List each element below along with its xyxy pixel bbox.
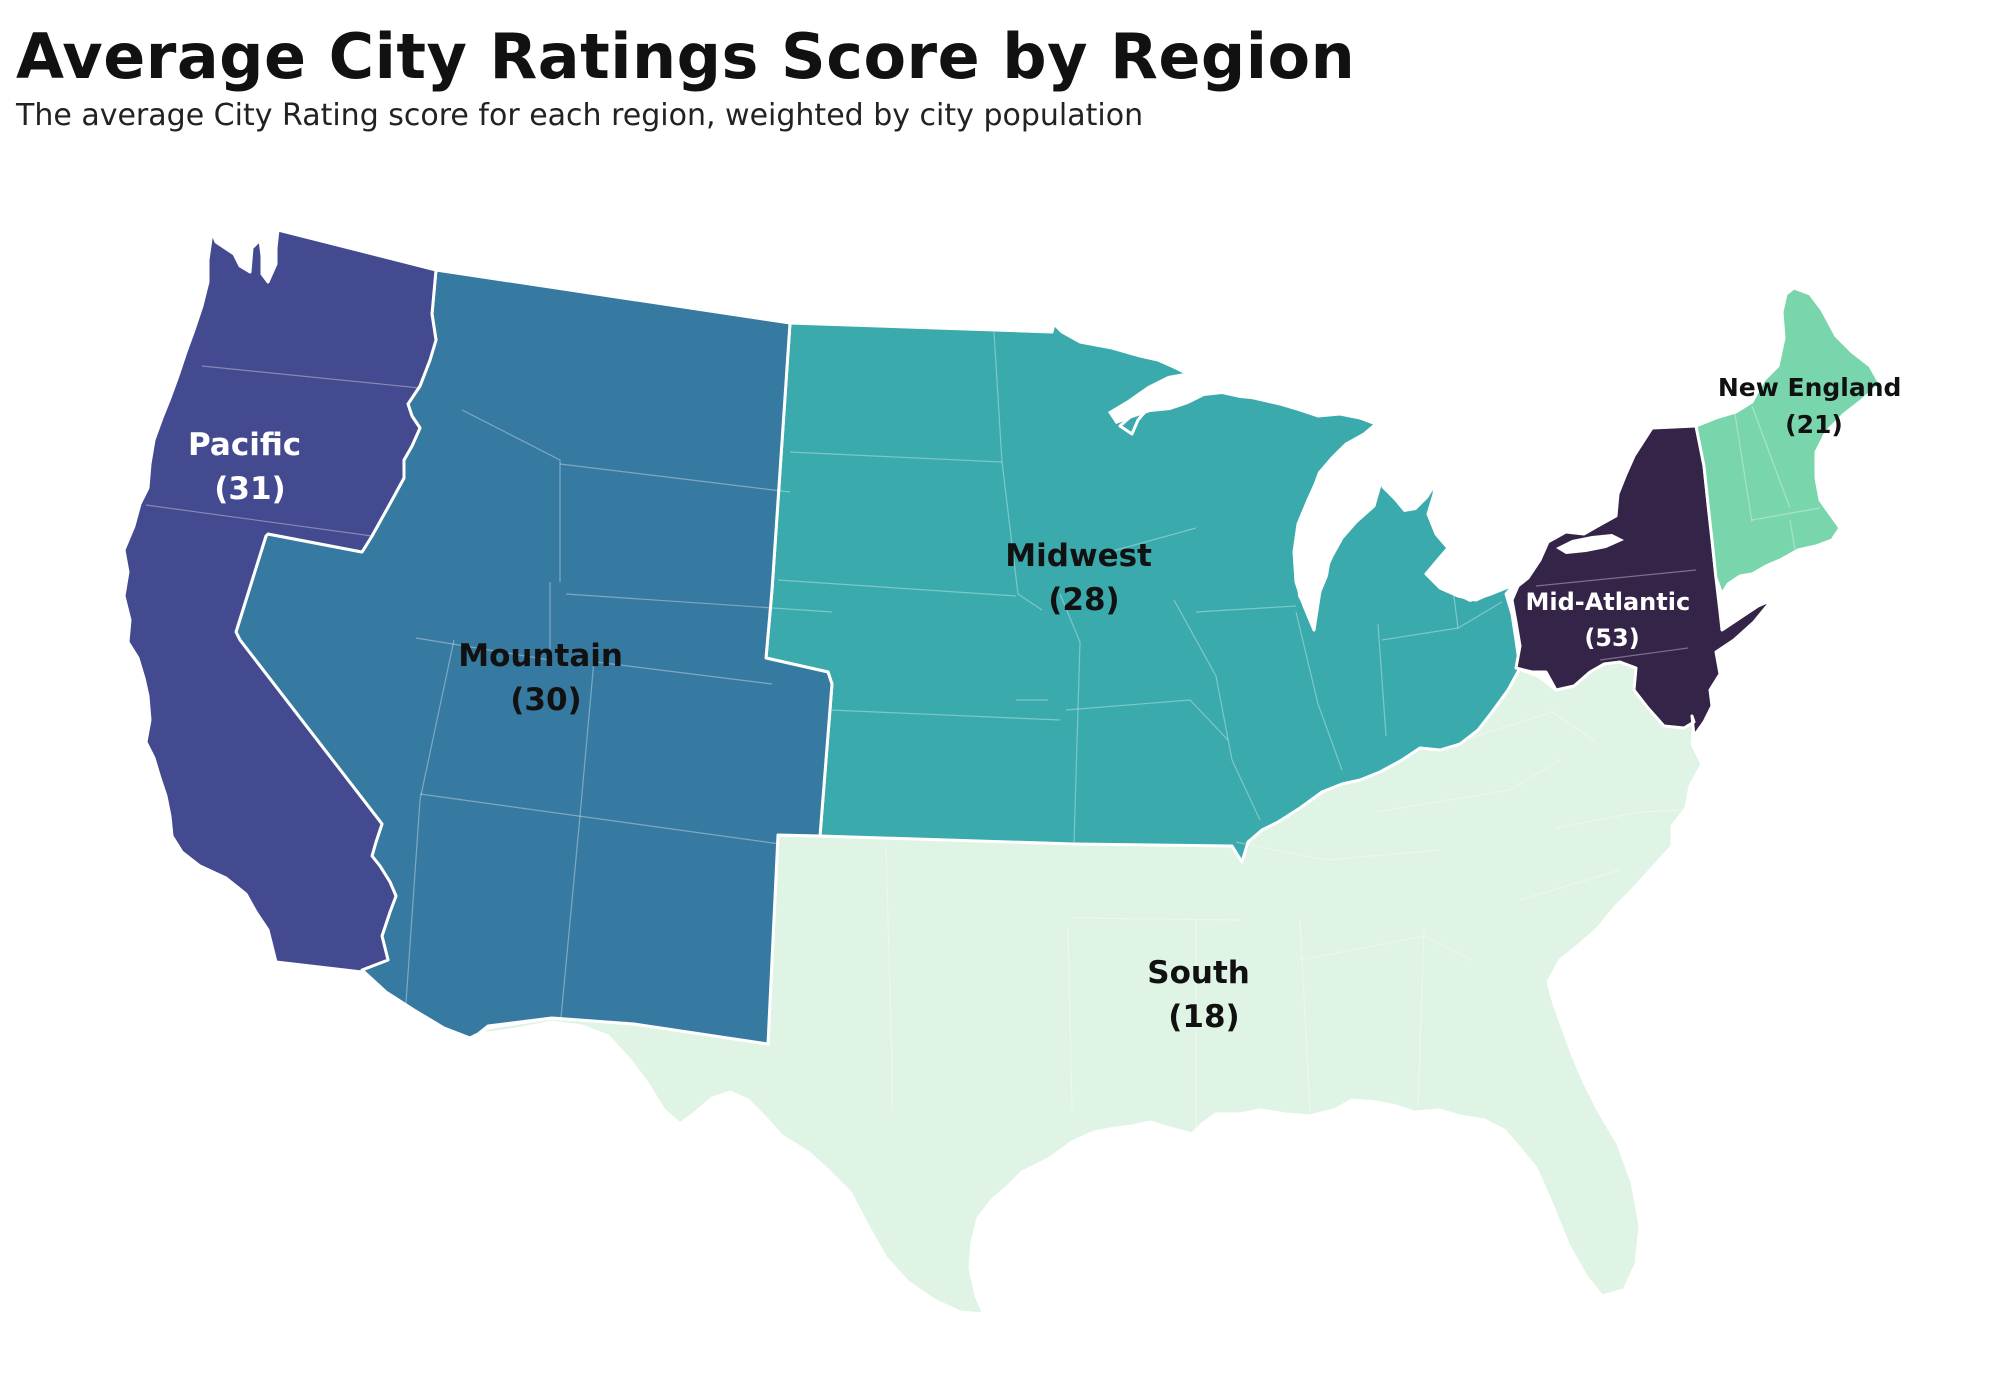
label-new-england-score: (21) xyxy=(1785,410,1843,439)
state-borders xyxy=(145,331,1821,1132)
label-mid-atlantic-score: (53) xyxy=(1584,624,1639,652)
label-midwest-name: Midwest xyxy=(1005,538,1152,574)
label-mountain: Mountain (30) xyxy=(458,638,634,718)
label-south-name: South xyxy=(1147,955,1250,991)
label-south-score: (18) xyxy=(1168,999,1239,1035)
lake-huron xyxy=(1374,436,1440,512)
lake-ontario xyxy=(1556,534,1624,554)
label-midwest: Midwest (28) xyxy=(1005,538,1162,618)
label-mid-atlantic: Mid-Atlantic (53) xyxy=(1525,588,1698,652)
lake-superior xyxy=(1108,366,1276,424)
label-pacific-score: (31) xyxy=(214,471,285,507)
label-mid-atlantic-name: Mid-Atlantic xyxy=(1525,588,1690,616)
label-south: South (18) xyxy=(1147,955,1260,1035)
label-mountain-score: (30) xyxy=(510,682,581,718)
lake-erie xyxy=(1458,568,1536,602)
label-new-england: New England (21) xyxy=(1718,373,1910,439)
label-midwest-score: (28) xyxy=(1048,582,1119,618)
label-pacific-name: Pacific xyxy=(188,427,301,463)
map-subtitle: The average City Rating score for each r… xyxy=(16,98,1144,133)
region-labels: Pacific (31) Mountain (30) Midwest (28) … xyxy=(188,373,1910,1035)
region-new-england[interactable] xyxy=(1694,286,1882,596)
label-mountain-name: Mountain xyxy=(458,638,623,674)
label-pacific: Pacific (31) xyxy=(188,427,312,507)
label-new-england-name: New England xyxy=(1718,373,1902,402)
great-lakes xyxy=(1108,366,1624,612)
lake-michigan xyxy=(1296,448,1348,612)
region-pacific[interactable] xyxy=(122,228,438,974)
map-title: Average City Ratings Score by Region xyxy=(16,20,1356,93)
